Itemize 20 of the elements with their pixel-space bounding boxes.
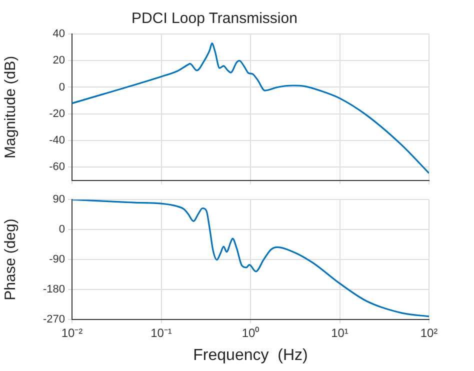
- y-tick-label: 20: [52, 54, 65, 67]
- y-tick-label: 40: [52, 28, 65, 40]
- y-axis-title: Phase (deg): [2, 218, 20, 300]
- y-tick-label: -40: [49, 134, 65, 147]
- y-tick-label: -180: [42, 283, 65, 296]
- x-tick-label: 10⁻¹: [150, 326, 172, 340]
- x-tick-label: 10²: [420, 326, 438, 340]
- y-tick-label: -90: [49, 254, 65, 266]
- x-axis-title: Frequency (Hz): [193, 346, 308, 364]
- x-tick-label: 10⁰: [242, 326, 260, 340]
- x-tick-label: 10⁻²: [61, 326, 83, 340]
- y-tick-label: 90: [52, 194, 65, 206]
- y-tick-label: 0: [58, 81, 65, 94]
- y-tick-label: -270: [42, 313, 65, 326]
- y-tick-label: -60: [49, 161, 65, 174]
- chart-title: PDCI Loop Transmission: [132, 10, 298, 28]
- y-tick-label: -20: [49, 108, 65, 120]
- y-tick-label: 0: [58, 224, 65, 236]
- y-axis-title: Magnitude (dB): [2, 56, 20, 158]
- x-tick-label: 10¹: [331, 326, 348, 340]
